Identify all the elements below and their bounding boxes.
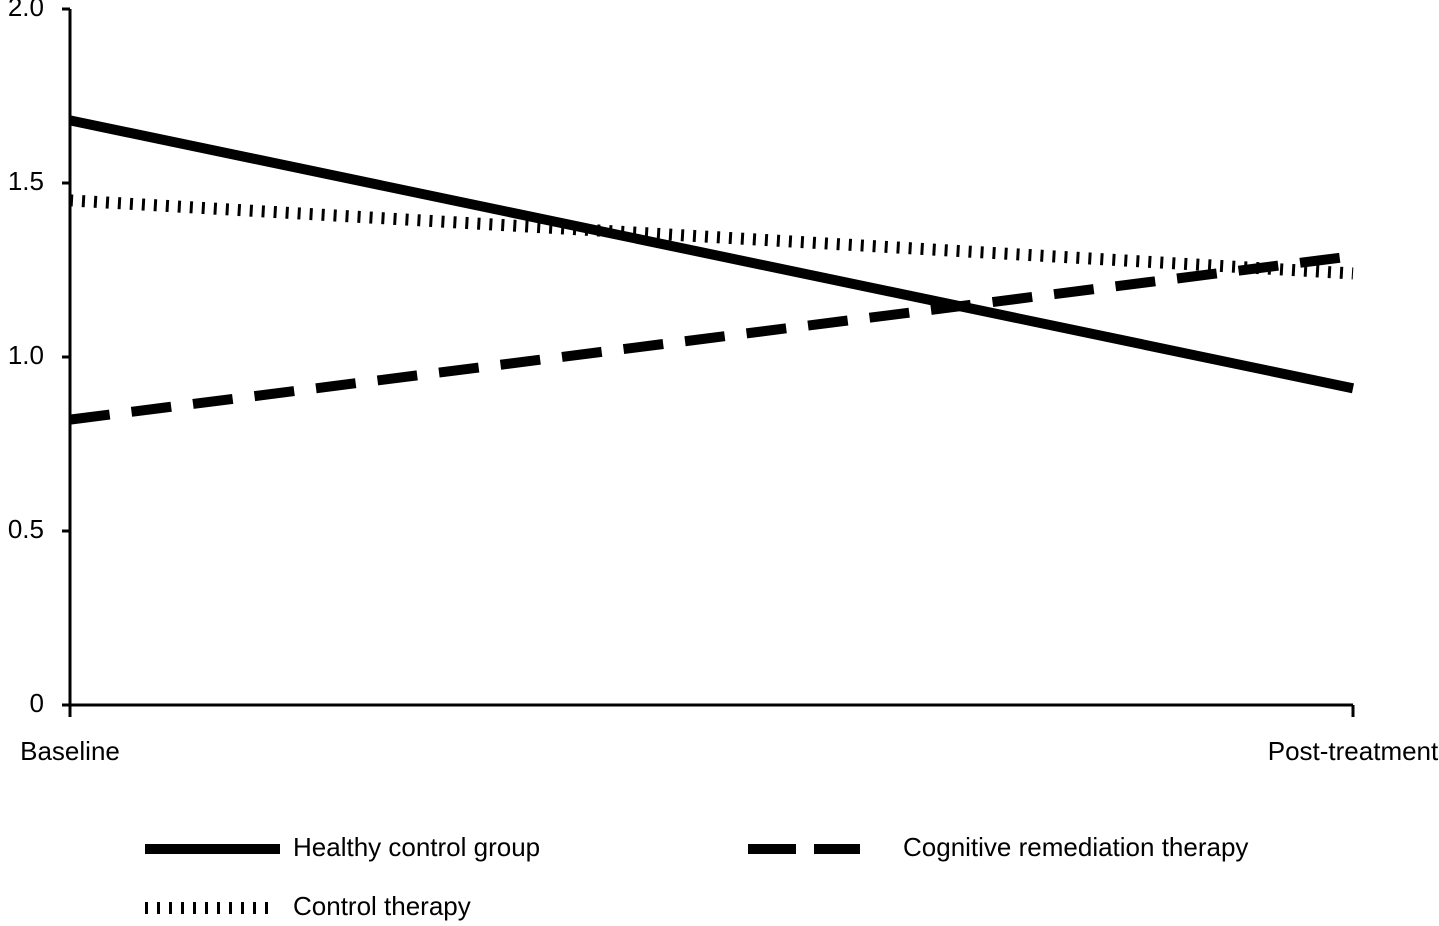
x-tick-label: Post-treatment (1268, 736, 1439, 766)
x-tick-label: Baseline (20, 736, 120, 766)
series-line (69, 251, 1354, 425)
series-line (69, 194, 1354, 280)
legend-label: Healthy control group (293, 832, 540, 862)
series-line (68, 115, 1355, 394)
y-tick-label: 1.0 (8, 340, 44, 370)
y-tick-label: 0.5 (8, 514, 44, 544)
y-tick-label: 1.5 (8, 166, 44, 196)
legend-label: Cognitive remediation therapy (903, 832, 1248, 862)
y-tick-label: 0 (30, 688, 44, 718)
y-tick-label: 2.0 (8, 0, 44, 22)
legend-label: Control therapy (293, 891, 471, 921)
